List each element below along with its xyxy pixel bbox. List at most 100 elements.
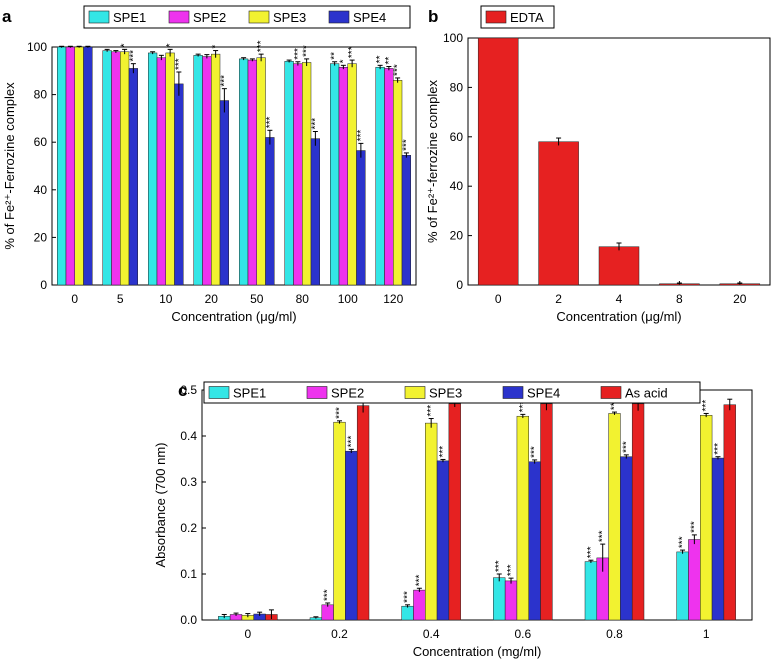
legend-label: SPE3 (273, 10, 306, 25)
x-tick-label: 0.4 (423, 627, 440, 641)
significance-label: *** (426, 405, 437, 417)
legend-label: SPE3 (429, 386, 462, 401)
legend-swatch-spe3 (248, 10, 270, 24)
significance-label: *** (518, 401, 529, 413)
x-tick-label: 8 (676, 292, 683, 306)
bar-as-acid (723, 404, 736, 621)
significance-label: *** (265, 117, 276, 129)
y-axis-label: % of Fe²⁺-ferrozine complex (425, 80, 440, 243)
bar-spe1 (330, 63, 340, 286)
y-tick-label: 0.1 (180, 567, 197, 581)
significance-label: * (120, 43, 131, 47)
significance-label: *** (621, 441, 632, 453)
significance-label: *** (347, 46, 358, 58)
legend-swatch-spe2 (168, 10, 190, 24)
bar-spe3 (120, 51, 130, 286)
significance-label: *** (506, 564, 517, 576)
panel-b-letter: b (428, 7, 438, 26)
legend-swatch-spe1 (88, 10, 110, 24)
significance-label: ** (330, 52, 341, 60)
bar-edta (477, 37, 519, 286)
bar-spe2 (111, 51, 121, 286)
panel-c-letter: c (178, 381, 187, 400)
x-tick-label: 120 (383, 292, 403, 306)
y-tick-label: 40 (34, 183, 48, 197)
plot-frame (201, 389, 753, 621)
bar-spe1 (239, 58, 249, 286)
x-tick-label: 10 (159, 292, 173, 306)
significance-label: *** (174, 58, 185, 70)
x-axis-label: Concentration (μg/ml) (171, 309, 296, 324)
bar-spe1 (284, 61, 294, 286)
x-tick-label: 100 (338, 292, 358, 306)
significance-label: * (211, 45, 222, 49)
significance-label: ** (384, 57, 395, 65)
significance-label: *** (293, 48, 304, 60)
bar-spe4 (128, 68, 138, 286)
plot-frame (51, 46, 417, 286)
y-tick-label: 80 (450, 80, 464, 94)
y-tick-label: 0.2 (180, 521, 197, 535)
bar-spe3 (302, 62, 312, 286)
x-tick-label: 50 (250, 292, 264, 306)
bar-spe4 (310, 138, 320, 286)
legend-swatch-spe4 (502, 386, 524, 399)
bar-spe2 (413, 589, 426, 621)
bar-spe1 (401, 605, 414, 621)
bar-spe2 (247, 59, 257, 286)
x-tick-label: 4 (616, 292, 623, 306)
bar-spe4 (436, 460, 450, 621)
bar-spe2 (293, 63, 303, 286)
legend-label: SPE1 (113, 10, 146, 25)
bar-spe3 (608, 413, 621, 621)
significance-label: *** (310, 118, 321, 130)
bar-spe2 (384, 68, 394, 286)
legend-box (83, 5, 411, 29)
y-tick-label: 0.0 (180, 613, 197, 627)
legend-swatch-spe1 (208, 386, 230, 399)
bar-spe3 (165, 52, 175, 286)
significance-label: *** (393, 64, 404, 76)
bar-spe2 (688, 539, 701, 621)
significance-label: *** (219, 75, 230, 87)
bar-spe4 (711, 457, 725, 621)
y-tick-label: 60 (450, 130, 464, 144)
y-tick-label: 100 (27, 40, 47, 54)
legend-swatch-edta (485, 10, 507, 24)
panel-a-letter: a (2, 7, 12, 26)
x-tick-label: 0 (71, 292, 78, 306)
bar-as-acid (540, 403, 553, 621)
bar-spe4 (83, 46, 93, 286)
legend-swatch-as-acid (600, 386, 622, 399)
significance-label: *** (438, 446, 449, 458)
bar-spe4 (401, 155, 411, 286)
x-axis-label: Concentration (mg/ml) (413, 644, 542, 659)
bar-spe3 (333, 421, 346, 621)
bar-spe3 (347, 63, 357, 286)
legend-label: EDTA (510, 10, 544, 25)
legend-swatch-spe4 (328, 10, 350, 24)
significance-label: *** (302, 45, 313, 57)
significance-label: *** (401, 139, 412, 151)
significance-label: *** (356, 130, 367, 142)
y-axis-label: Absorbance (700 nm) (153, 442, 168, 567)
significance-label: * (338, 59, 349, 63)
y-tick-label: 0 (456, 278, 463, 292)
significance-label: *** (335, 407, 346, 419)
x-tick-label: 0 (495, 292, 502, 306)
bar-spe4 (345, 450, 358, 621)
bar-spe1 (375, 66, 385, 286)
y-tick-label: 20 (34, 230, 48, 244)
significance-label: *** (128, 50, 139, 62)
bar-spe1 (676, 551, 689, 621)
bar-edta (538, 141, 579, 286)
y-tick-label: 60 (34, 135, 48, 149)
bar-spe1 (102, 50, 112, 286)
x-tick-label: 80 (296, 292, 310, 306)
y-tick-label: 100 (443, 31, 463, 45)
significance-label: * (165, 43, 176, 47)
bar-spe3 (425, 422, 438, 621)
bar-spe2 (504, 580, 518, 621)
y-tick-label: 0 (40, 278, 47, 292)
